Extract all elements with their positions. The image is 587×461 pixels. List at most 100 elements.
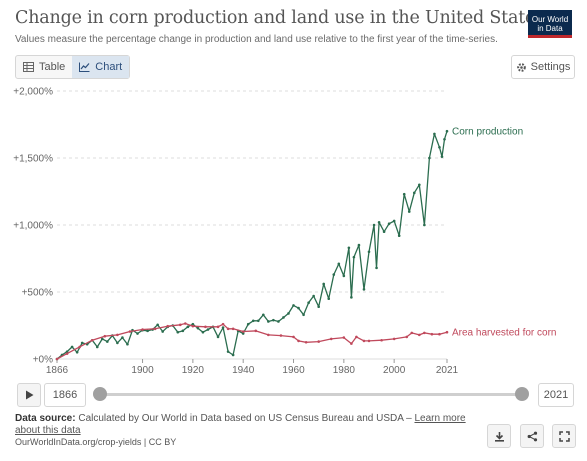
y-tick-label: +1,500% bbox=[13, 154, 53, 165]
area-harvested-point bbox=[392, 337, 396, 341]
x-tick-label: 1920 bbox=[182, 365, 205, 376]
logo-line-1: Our World bbox=[531, 15, 569, 24]
end-year-box[interactable]: 2021 bbox=[538, 383, 574, 407]
data-source: Data source: Calculated by Our World in … bbox=[15, 413, 485, 436]
tab-chart[interactable]: Chart bbox=[72, 56, 130, 78]
corn-production-point bbox=[95, 345, 99, 349]
corn-production-point bbox=[206, 328, 210, 331]
timeline-track[interactable] bbox=[100, 393, 523, 396]
share-icon bbox=[527, 431, 537, 441]
source-label: Data source: bbox=[15, 413, 76, 424]
corn-production-point bbox=[176, 330, 180, 334]
corn-production-point bbox=[407, 210, 411, 213]
area-harvested-point bbox=[166, 324, 170, 328]
area-harvested-point bbox=[405, 335, 409, 339]
corn-production-point bbox=[181, 329, 185, 333]
timeline-end-handle[interactable] bbox=[515, 387, 529, 401]
download-icon bbox=[494, 431, 504, 442]
footer-credit: OurWorldInData.org/crop-yields | CC BY bbox=[15, 437, 177, 447]
timeline-start-handle[interactable] bbox=[93, 387, 107, 401]
owid-logo[interactable]: Our World in Data bbox=[528, 10, 572, 38]
table-icon bbox=[23, 62, 34, 72]
area-harvested-point bbox=[342, 336, 346, 339]
corn-production-point bbox=[246, 322, 250, 326]
corn-production-point bbox=[136, 332, 139, 335]
source-text: Calculated by Our World in Data based on… bbox=[78, 413, 412, 424]
play-button[interactable] bbox=[17, 383, 41, 407]
corn-production-point bbox=[272, 318, 275, 322]
corn-production-point bbox=[241, 332, 245, 335]
corn-production-point bbox=[146, 329, 149, 333]
corn-production-point bbox=[322, 282, 326, 286]
area-harvested-point bbox=[184, 322, 187, 325]
corn-production-point bbox=[226, 350, 230, 353]
corn-production-point bbox=[121, 336, 124, 339]
tab-table-label: Table bbox=[39, 61, 66, 73]
corn-production-line bbox=[56, 131, 448, 360]
learn-more-link[interactable]: Learn more about this data bbox=[15, 413, 466, 436]
corn-production-point bbox=[428, 156, 431, 160]
share-button[interactable] bbox=[520, 424, 544, 448]
corn-production-point bbox=[418, 183, 421, 187]
corn-production-point bbox=[392, 219, 396, 223]
corn-production-point bbox=[342, 274, 346, 278]
line-chart-icon bbox=[79, 62, 90, 72]
corn-production-point bbox=[100, 337, 104, 341]
area-harvested-point bbox=[350, 342, 353, 345]
area-harvested-point bbox=[367, 339, 371, 343]
corn-production-point bbox=[397, 234, 401, 238]
corn-production-point bbox=[337, 262, 341, 266]
corn-production-point bbox=[231, 353, 235, 357]
x-tick-label: 1866 bbox=[46, 365, 69, 376]
corn-production-point bbox=[156, 323, 159, 327]
area-harvested-point bbox=[445, 330, 449, 334]
area-harvested-point bbox=[55, 357, 59, 361]
area-harvested-point bbox=[317, 340, 320, 343]
y-tick-label: +0% bbox=[33, 355, 53, 366]
corn-production-point bbox=[70, 345, 74, 349]
corn-production-point bbox=[367, 250, 371, 254]
area-harvested-point bbox=[226, 327, 230, 331]
x-tick-label: 1900 bbox=[131, 365, 154, 376]
area-harvested-point bbox=[178, 323, 182, 327]
settings-button[interactable]: Settings bbox=[511, 55, 575, 79]
area-harvested-point bbox=[216, 325, 220, 329]
corn-production-point bbox=[443, 137, 446, 141]
corn-production-point bbox=[196, 326, 200, 330]
gear-icon bbox=[516, 62, 526, 72]
corn-production-point bbox=[438, 145, 441, 149]
corn-production-point bbox=[317, 305, 320, 309]
play-icon bbox=[25, 390, 33, 400]
corn-production-point bbox=[350, 296, 353, 299]
area-harvested-point bbox=[410, 331, 414, 335]
logo-line-2: in Data bbox=[537, 24, 563, 33]
tab-table[interactable]: Table bbox=[16, 56, 72, 78]
area-harvested-point bbox=[279, 334, 283, 337]
area-harvested-point bbox=[380, 338, 383, 342]
corn-production-point bbox=[201, 330, 205, 334]
x-tick-label: 2021 bbox=[436, 365, 459, 376]
corn-production-point bbox=[387, 222, 391, 225]
corn-production-point bbox=[292, 304, 295, 307]
x-tick-label: 2000 bbox=[383, 365, 406, 376]
corn-production-point bbox=[191, 322, 195, 326]
chart-title: Change in corn production and land use i… bbox=[15, 8, 544, 28]
corn-production-point bbox=[186, 325, 190, 329]
corn-production-point bbox=[445, 129, 449, 133]
corn-production-point bbox=[297, 306, 300, 310]
area-harvested-point bbox=[267, 333, 270, 337]
area-harvested-point bbox=[90, 338, 94, 342]
corn-production-point bbox=[372, 223, 376, 227]
corn-production-point bbox=[75, 351, 79, 354]
area-harvested-point bbox=[297, 339, 300, 343]
tab-chart-label: Chart bbox=[95, 61, 123, 73]
fullscreen-button[interactable] bbox=[552, 424, 576, 448]
corn-production-point bbox=[116, 341, 119, 345]
area-harvested-point bbox=[241, 330, 245, 333]
area-harvested-label: Area harvested for corn bbox=[452, 328, 557, 339]
start-year-box[interactable]: 1866 bbox=[44, 383, 86, 407]
area-harvested-point bbox=[204, 325, 207, 329]
area-harvested-point bbox=[231, 327, 235, 331]
x-tick-label: 1940 bbox=[232, 365, 255, 376]
download-button[interactable] bbox=[487, 424, 511, 448]
